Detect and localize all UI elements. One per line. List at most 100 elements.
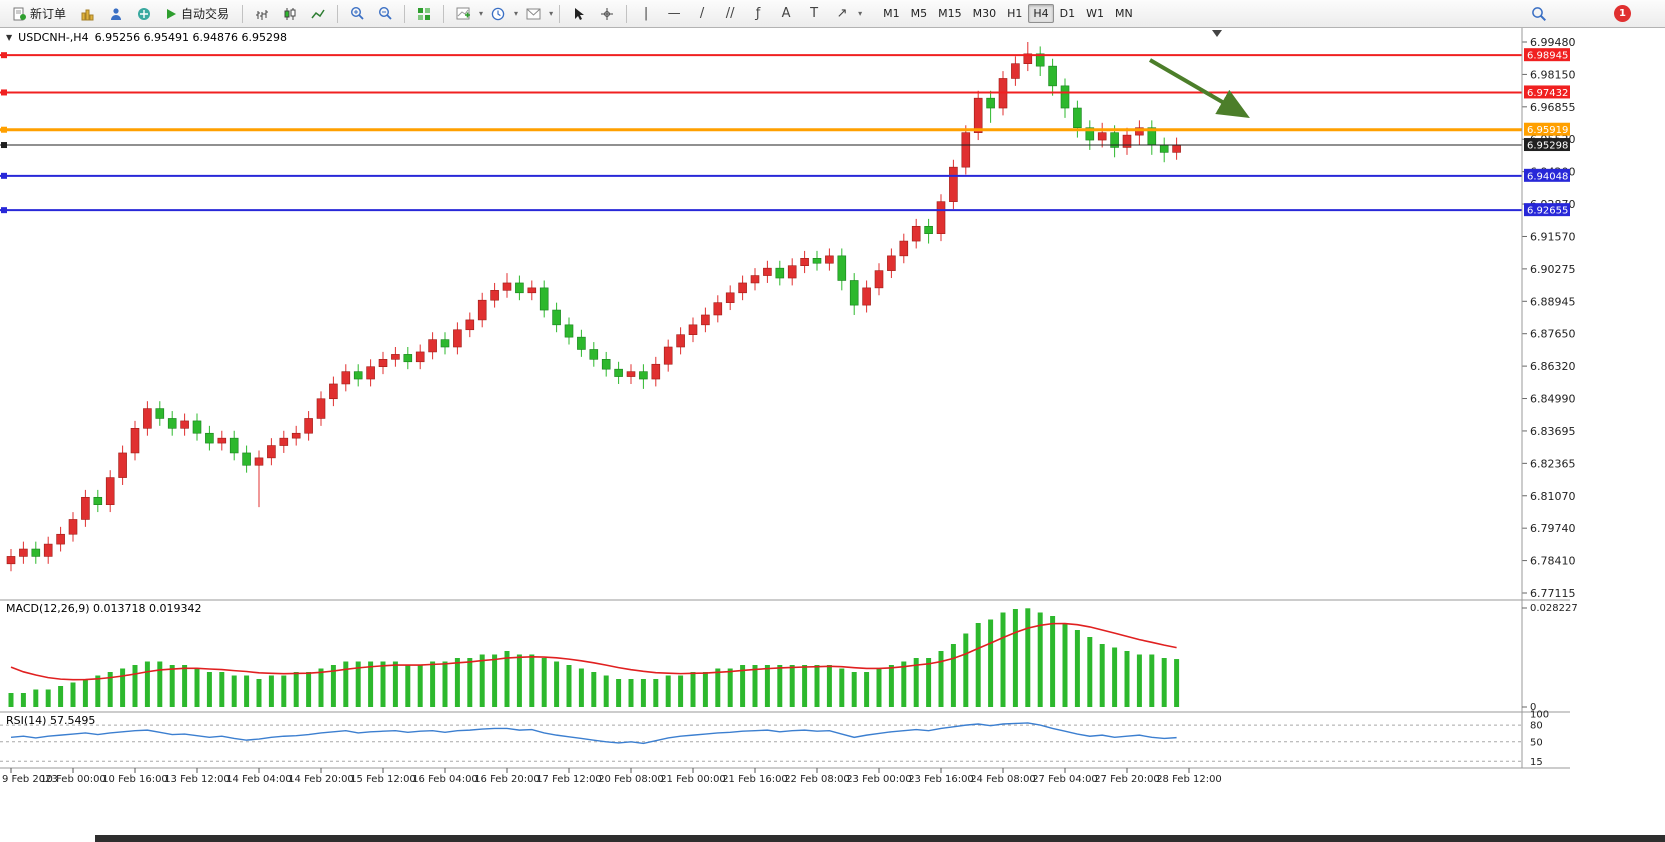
zoom-out-icon[interactable] — [372, 2, 398, 26]
toolbar-separator — [559, 4, 561, 23]
svg-text:6.92655: 6.92655 — [1527, 206, 1568, 217]
annotation-arrow[interactable] — [1148, 58, 1250, 119]
indicators-caret-icon[interactable]: ▾ — [479, 9, 484, 18]
svg-text:6.98945: 6.98945 — [1527, 51, 1568, 62]
new-order-button[interactable]: 新订单 — [6, 3, 73, 25]
label-tool-icon[interactable]: T — [810, 6, 819, 21]
rsi-header: RSI(14) 57.5495 — [6, 714, 95, 727]
svg-text:6.83695: 6.83695 — [1530, 425, 1576, 438]
toolbar-right-cluster: 1 — [1526, 2, 1659, 26]
svg-text:0.028227: 0.028227 — [1530, 603, 1578, 614]
price-tags: 6.98945 6.97432 6.95919 6.95298 6.94048 6.926… — [1524, 48, 1570, 217]
candlestick-chart-type-icon[interactable] — [277, 2, 303, 26]
toolbar-separator — [626, 4, 628, 23]
fibonacci-tool-icon[interactable]: ƒ — [755, 6, 761, 21]
timeframe-m1[interactable]: M1 — [878, 4, 905, 23]
svg-text:24 Feb 08:00: 24 Feb 08:00 — [970, 774, 1036, 785]
search-icon[interactable] — [1526, 2, 1552, 26]
toolbar-separator — [443, 4, 445, 23]
terminal-icon[interactable] — [131, 2, 157, 26]
svg-text:15: 15 — [1530, 757, 1543, 768]
horizontal-line-tool-icon[interactable]: — — [667, 6, 681, 21]
svg-text:6.78410: 6.78410 — [1530, 555, 1576, 568]
svg-text:6.77115: 6.77115 — [1530, 587, 1576, 600]
trendline-tool-icon[interactable]: / — [699, 6, 705, 21]
svg-text:6.98150: 6.98150 — [1530, 68, 1576, 81]
price-level-lines[interactable] — [0, 52, 1522, 214]
line-chart-type-icon[interactable] — [305, 2, 331, 26]
svg-text:15 Feb 12:00: 15 Feb 12:00 — [350, 774, 416, 785]
autotrade-button[interactable]: 自动交易 — [159, 3, 236, 25]
svg-text:16 Feb 04:00: 16 Feb 04:00 — [412, 774, 478, 785]
timeframe-m5[interactable]: M5 — [906, 4, 933, 23]
crosshair-icon[interactable] — [594, 2, 620, 26]
svg-text:14 Feb 04:00: 14 Feb 04:00 — [226, 774, 292, 785]
indicators-icon[interactable] — [450, 2, 476, 26]
timeframe-h4[interactable]: H4 — [1028, 4, 1054, 23]
svg-text:21 Feb 16:00: 21 Feb 16:00 — [722, 774, 788, 785]
periods-icon[interactable] — [485, 2, 511, 26]
templates-icon[interactable] — [520, 2, 546, 26]
svg-text:6.96855: 6.96855 — [1530, 101, 1576, 114]
timeframe-m15[interactable]: M15 — [933, 4, 967, 23]
price-axis[interactable]: 6.994806.981506.968556.955306.942006.928… — [1522, 36, 1576, 600]
svg-text:6.81070: 6.81070 — [1530, 490, 1576, 503]
svg-text:6.90275: 6.90275 — [1530, 263, 1576, 276]
svg-text:6.95298: 6.95298 — [1527, 141, 1568, 152]
timeframe-group: M1 M5 M15 M30 H1 H4 D1 W1 MN — [878, 4, 1138, 23]
svg-text:100: 100 — [1530, 710, 1549, 721]
macd-signal-line — [10, 622, 1177, 681]
periods-caret-icon[interactable]: ▾ — [514, 9, 519, 18]
arrow-tool-icon[interactable]: ↗ — [836, 6, 848, 21]
timeframe-w1[interactable]: W1 — [1081, 4, 1109, 23]
svg-text:10 Feb 00:00: 10 Feb 00:00 — [40, 774, 106, 785]
svg-text:20 Feb 08:00: 20 Feb 08:00 — [598, 774, 664, 785]
main-toolbar: 新订单 自动交易 ▾ ▾ ▾ — [0, 0, 1665, 28]
navigator-icon[interactable] — [103, 2, 129, 26]
vertical-line-tool-icon[interactable]: | — [643, 6, 649, 21]
timeframe-d1[interactable]: D1 — [1055, 4, 1080, 23]
chart-expander-icon[interactable]: ▼ — [6, 33, 13, 42]
svg-text:6.95919: 6.95919 — [1527, 125, 1568, 136]
tile-windows-icon[interactable] — [411, 2, 437, 26]
chart-canvas[interactable]: 6.994806.981506.968556.955306.942006.928… — [0, 28, 1665, 790]
svg-text:6.97432: 6.97432 — [1527, 88, 1568, 99]
notifications-badge[interactable]: 1 — [1614, 5, 1631, 22]
bar-chart-type-icon[interactable] — [249, 2, 275, 26]
svg-text:6.99480: 6.99480 — [1530, 36, 1576, 49]
svg-text:17 Feb 12:00: 17 Feb 12:00 — [536, 774, 602, 785]
timeframe-m30[interactable]: M30 — [968, 4, 1002, 23]
timeframe-mn[interactable]: MN — [1110, 4, 1138, 23]
new-order-label: 新订单 — [30, 7, 67, 21]
macd-header: MACD(12,26,9) 0.013718 0.019342 — [6, 602, 202, 615]
drawing-tools-caret-icon[interactable]: ▾ — [858, 9, 863, 18]
macd-label: MACD(12,26,9) 0.013718 0.019342 — [6, 602, 202, 615]
svg-text:28 Feb 12:00: 28 Feb 12:00 — [1156, 774, 1222, 785]
svg-text:27 Feb 20:00: 27 Feb 20:00 — [1094, 774, 1160, 785]
channel-tool-icon[interactable]: // — [725, 6, 735, 21]
cursor-icon[interactable] — [566, 2, 592, 26]
window-bottom-edge — [95, 835, 1665, 842]
timeframe-h1[interactable]: H1 — [1002, 4, 1027, 23]
text-tool-icon[interactable]: A — [781, 6, 791, 21]
svg-text:6.84990: 6.84990 — [1530, 393, 1576, 406]
svg-text:6.86320: 6.86320 — [1530, 360, 1576, 373]
svg-text:16 Feb 20:00: 16 Feb 20:00 — [474, 774, 540, 785]
window-footer — [0, 790, 1665, 842]
svg-text:6.91570: 6.91570 — [1530, 230, 1576, 243]
svg-text:80: 80 — [1530, 721, 1543, 732]
svg-text:0: 0 — [1530, 702, 1536, 713]
rsi-label: RSI(14) 57.5495 — [6, 714, 96, 727]
panel-separators[interactable] — [0, 28, 1570, 769]
zoom-in-icon[interactable] — [344, 2, 370, 26]
svg-text:23 Feb 00:00: 23 Feb 00:00 — [846, 774, 912, 785]
svg-text:6.79740: 6.79740 — [1530, 522, 1576, 535]
templates-caret-icon[interactable]: ▾ — [549, 9, 554, 18]
svg-text:23 Feb 16:00: 23 Feb 16:00 — [908, 774, 974, 785]
chart-ohlc-values: 6.95256 6.95491 6.94876 6.95298 — [94, 31, 288, 44]
scroll-marker-icon[interactable] — [1212, 30, 1222, 37]
svg-text:6.87650: 6.87650 — [1530, 328, 1576, 341]
market-watch-icon[interactable] — [75, 2, 101, 26]
